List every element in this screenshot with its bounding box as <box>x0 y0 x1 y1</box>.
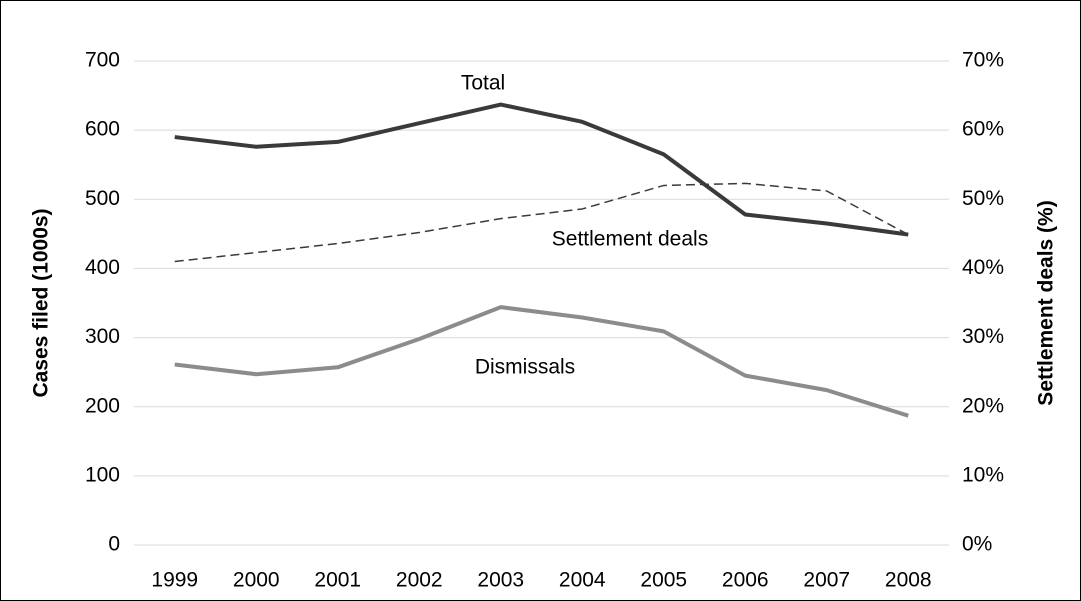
y-axis-title: Cases filed (1000s) <box>30 208 53 397</box>
x-tick-label: 2002 <box>396 569 443 592</box>
y2-tick-label: 20% <box>962 394 1004 417</box>
y-tick-label: 200 <box>85 394 120 417</box>
x-tick-label: 1999 <box>151 569 198 592</box>
y2-tick-label: 10% <box>962 463 1004 486</box>
series-label: Dismissals <box>475 356 575 379</box>
y2-axis-title: Settlement deals (%) <box>1035 200 1058 405</box>
y-tick-label: 100 <box>85 463 120 486</box>
y2-tick-label: 0% <box>962 533 992 556</box>
y2-tick-label: 60% <box>962 118 1004 141</box>
y-tick-label: 700 <box>85 49 120 72</box>
series-line <box>174 305 909 418</box>
series-label: Settlement deals <box>552 228 708 251</box>
y-tick-label: 400 <box>85 256 120 279</box>
x-tick-label: 2003 <box>477 569 524 592</box>
x-tick-label: 2004 <box>559 569 606 592</box>
y2-tick-label: 40% <box>962 256 1004 279</box>
x-tick-label: 2006 <box>722 569 769 592</box>
y-tick-label: 600 <box>85 118 120 141</box>
y2-tick-label: 70% <box>962 49 1004 72</box>
y-tick-label: 500 <box>85 187 120 210</box>
x-tick-label: 2005 <box>640 569 687 592</box>
x-tick-label: 2007 <box>803 569 850 592</box>
y2-tick-label: 30% <box>962 325 1004 348</box>
x-tick-label: 2001 <box>314 569 361 592</box>
y2-tick-label: 50% <box>962 187 1004 210</box>
series-line <box>174 102 909 237</box>
series-label: Total <box>461 72 505 95</box>
x-tick-label: 2008 <box>885 569 932 592</box>
x-tick-label: 2000 <box>233 569 280 592</box>
y-tick-label: 300 <box>85 325 120 348</box>
series-line <box>174 182 909 263</box>
y-tick-label: 0 <box>108 533 120 556</box>
